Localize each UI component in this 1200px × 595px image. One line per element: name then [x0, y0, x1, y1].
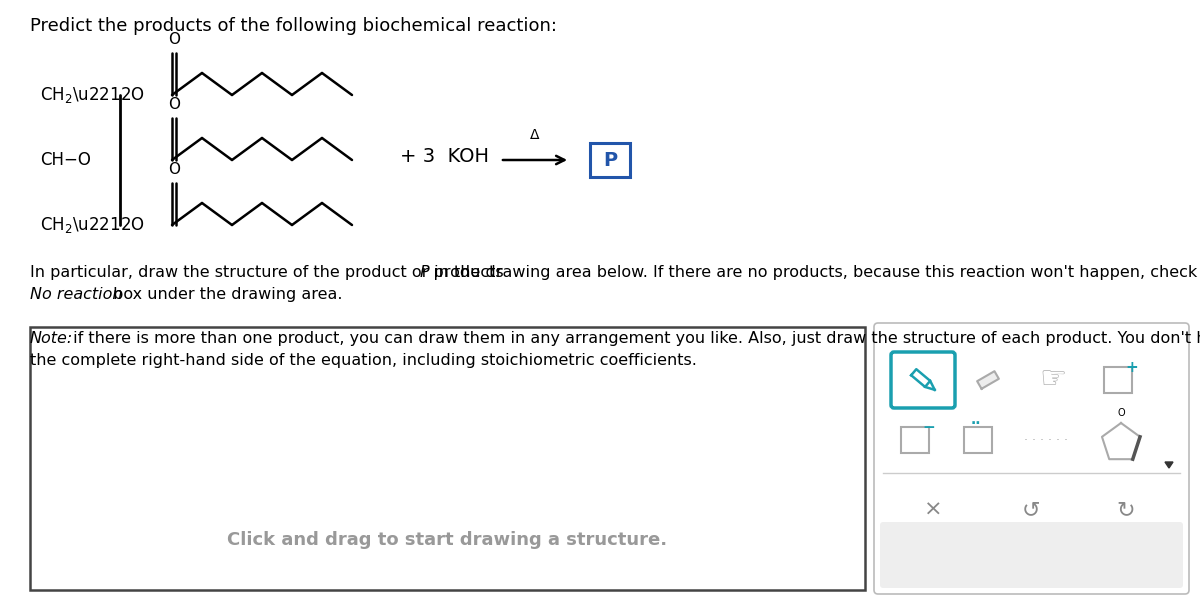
Text: O: O — [1117, 408, 1124, 418]
Text: ↺: ↺ — [1021, 500, 1040, 520]
Bar — [590, 143, 630, 177]
Text: O: O — [168, 162, 180, 177]
Text: ×: × — [924, 500, 942, 520]
Text: if there is more than one product, you can draw them in any arrangement you like: if there is more than one product, you c… — [68, 331, 1200, 346]
Text: P: P — [602, 151, 617, 170]
Text: CH$_2$\u2212O: CH$_2$\u2212O — [40, 85, 145, 105]
Text: In particular, draw the structure of the product or products: In particular, draw the structure of the… — [30, 265, 509, 280]
Text: +: + — [1126, 359, 1139, 374]
Bar — [1104, 367, 1132, 393]
Text: Note:: Note: — [30, 331, 73, 346]
Text: P: P — [420, 265, 430, 280]
Text: No reaction: No reaction — [30, 287, 122, 302]
Text: the complete right-hand side of the equation, including stoichiometric coefficie: the complete right-hand side of the equa… — [30, 353, 697, 368]
Text: Δ: Δ — [530, 128, 540, 142]
Text: Click and drag to start drawing a structure.: Click and drag to start drawing a struct… — [228, 531, 667, 549]
Text: −: − — [923, 419, 935, 434]
Polygon shape — [1165, 462, 1174, 468]
Text: + 3  KOH: + 3 KOH — [400, 148, 490, 167]
Text: CH−O: CH−O — [40, 151, 91, 169]
Text: · · · · · ·: · · · · · · — [1024, 434, 1068, 446]
Bar — [30, 327, 865, 590]
Bar — [964, 427, 992, 453]
Text: ☞: ☞ — [1039, 365, 1067, 394]
Text: box under the drawing area.: box under the drawing area. — [108, 287, 342, 302]
FancyBboxPatch shape — [874, 323, 1189, 594]
Text: CH$_2$\u2212O: CH$_2$\u2212O — [40, 215, 145, 235]
Text: ↻: ↻ — [1117, 500, 1135, 520]
Text: O: O — [168, 97, 180, 112]
Text: ··: ·· — [971, 417, 982, 431]
Text: in the drawing area below. If there are no products, because this reaction won't: in the drawing area below. If there are … — [430, 265, 1200, 280]
Bar — [901, 427, 929, 453]
Text: O: O — [168, 32, 180, 47]
FancyBboxPatch shape — [880, 522, 1183, 588]
Polygon shape — [977, 371, 998, 389]
Polygon shape — [1102, 423, 1140, 459]
FancyBboxPatch shape — [890, 352, 955, 408]
Text: Predict the products of the following biochemical reaction:: Predict the products of the following bi… — [30, 17, 557, 35]
